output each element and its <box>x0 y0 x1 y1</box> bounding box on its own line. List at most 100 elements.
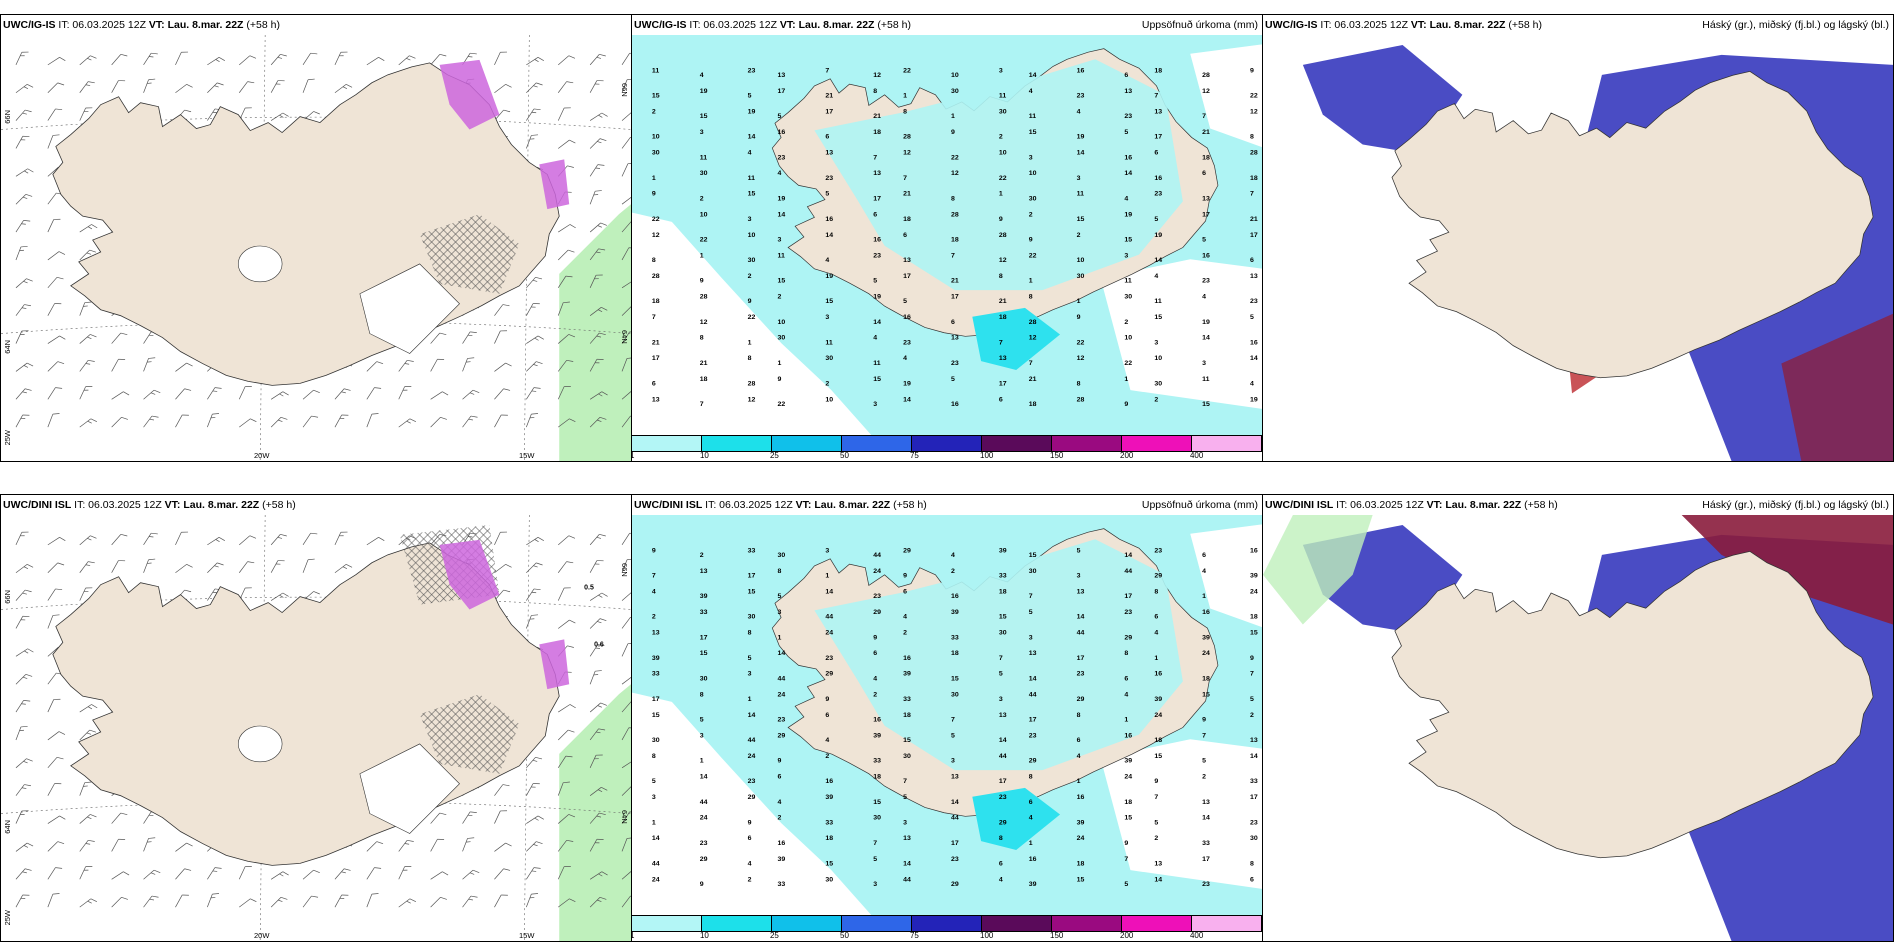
colorbar-tick-label: 1 <box>632 451 634 460</box>
precip-value-label: 2 <box>652 614 656 621</box>
field-title: Háský (gr.), miðský (fj.bl.) og lágský (… <box>1702 19 1889 31</box>
precip-value-label: 4 <box>748 861 752 868</box>
axis-label: 66N <box>620 83 629 97</box>
precip-value-label: 44 <box>700 799 708 806</box>
precip-value-label: 14 <box>951 799 959 806</box>
precip-value-label: 2 <box>1202 774 1206 781</box>
colorbar-tick-label: 10 <box>699 451 709 460</box>
precip-value-label: 16 <box>951 593 959 600</box>
precip-value-label: 23 <box>1124 113 1132 120</box>
axis-label: 25W <box>3 910 12 926</box>
precip-value-label: 39 <box>1154 696 1162 703</box>
graticule-line <box>259 35 266 461</box>
wind-barb-icon <box>239 418 257 428</box>
precip-value-label: 29 <box>1154 573 1162 580</box>
precip-value-label: 4 <box>1029 88 1033 95</box>
wind-barb-icon <box>79 107 93 121</box>
precip-value-label: 21 <box>951 278 959 285</box>
precip-value-label: 16 <box>1124 154 1132 161</box>
precip-value-label: 15 <box>873 799 881 806</box>
precip-value-label: 33 <box>951 634 959 641</box>
colorbar-swatch <box>982 436 1052 452</box>
wind-barb-icon <box>621 558 631 573</box>
valid-time: VT: Lau. 8.mar. 22Z <box>779 19 875 31</box>
precip-value-label: 13 <box>1154 109 1162 116</box>
precip-value-label: 13 <box>825 150 833 157</box>
precip-value-label: 1 <box>700 253 704 260</box>
precip-value-label: 30 <box>1077 273 1085 280</box>
precip-value-label: 6 <box>1202 552 1206 559</box>
wind-barb-icon <box>366 56 385 66</box>
precip-value-label: 33 <box>1202 840 1210 847</box>
wind-barb-icon <box>621 759 631 769</box>
precip-value-label: 3 <box>1029 154 1033 161</box>
precip-value-label: 2 <box>825 381 829 388</box>
precip-value-label: 29 <box>1029 758 1037 765</box>
precip-value-label: 1 <box>652 175 656 182</box>
wind-barb-icon <box>47 251 66 261</box>
colorbar-swatch <box>1052 916 1122 932</box>
axis-label: 64N <box>620 330 629 344</box>
precip-value-label: 19 <box>1250 397 1258 404</box>
wind-barb-icon <box>47 276 64 289</box>
precip-value-label: 2 <box>873 691 877 698</box>
precip-value-label: 14 <box>700 774 708 781</box>
colorbar-swatch <box>702 916 772 932</box>
precip-value-label: 13 <box>1124 88 1132 95</box>
iceland-landmass <box>1391 71 1874 379</box>
precip-value-label: 33 <box>652 671 660 678</box>
precip-value-label: 23 <box>778 717 786 724</box>
wind-barb-icon <box>207 413 220 428</box>
precip-value-label: 10 <box>1029 170 1037 177</box>
precip-value-label: 22 <box>1029 253 1037 260</box>
colorbar-swatch <box>1122 916 1192 932</box>
precip-value-label: 8 <box>1077 381 1081 388</box>
precip-value-label: 14 <box>873 319 881 326</box>
precip-value-label: 30 <box>778 335 786 342</box>
wind-barb-icon <box>239 535 257 546</box>
precip-value-label: 44 <box>903 877 911 884</box>
precip-value-label: 18 <box>1250 614 1258 621</box>
wind-barb-icon <box>462 331 477 344</box>
map-canvas <box>1263 35 1893 461</box>
precip-value-label: 7 <box>1202 113 1206 120</box>
wind-barb-icon <box>207 56 225 66</box>
colorbar: 1 10 25 50 75 100 150 200 400 <box>632 915 1262 941</box>
precip-value-label: 18 <box>700 376 708 383</box>
wind-barb-icon <box>589 838 604 852</box>
wind-barb-icon <box>15 784 31 796</box>
wind-barb-icon <box>15 194 33 205</box>
precip-value-label: 3 <box>1202 360 1206 367</box>
precip-value-label: 10 <box>652 134 660 141</box>
precip-value-label: 4 <box>1077 109 1081 116</box>
precip-value-label: 23 <box>1250 820 1258 827</box>
wind-barb-icon <box>621 305 631 316</box>
wind-barb-icon <box>494 784 510 796</box>
wind-barb-icon <box>494 894 508 908</box>
precip-value-label: 23 <box>700 840 708 847</box>
precip-value-label: 29 <box>778 733 786 740</box>
precip-value-label: 39 <box>1077 820 1085 827</box>
precip-value-label: 4 <box>873 335 877 342</box>
precip-value-label: 17 <box>778 88 786 95</box>
wind-barb-icon <box>79 386 93 400</box>
precip-value-label: 21 <box>999 298 1007 305</box>
precip-value-label: 28 <box>700 294 708 301</box>
precip-value-label: 19 <box>748 109 756 116</box>
precip-value-label: 19 <box>1077 134 1085 141</box>
precip-value-label: 14 <box>1154 877 1162 884</box>
wind-barb-icon <box>558 139 576 149</box>
precip-value-label: 15 <box>1250 630 1258 637</box>
precip-value-label: 19 <box>903 381 911 388</box>
precip-value-label: 2 <box>700 196 704 203</box>
precip-value-label: 15 <box>1154 753 1162 760</box>
precip-value-label: 4 <box>903 355 907 362</box>
precip-value-label: 19 <box>1154 232 1162 239</box>
wind-barb-icon <box>302 869 320 880</box>
wind-barb-icon <box>589 274 603 288</box>
precip-value-label: 5 <box>652 778 656 785</box>
precip-value-label: 33 <box>903 696 911 703</box>
precip-value-label: 7 <box>652 314 656 321</box>
precip-value-label: 3 <box>951 758 955 765</box>
precip-value-label: 28 <box>1250 150 1258 157</box>
